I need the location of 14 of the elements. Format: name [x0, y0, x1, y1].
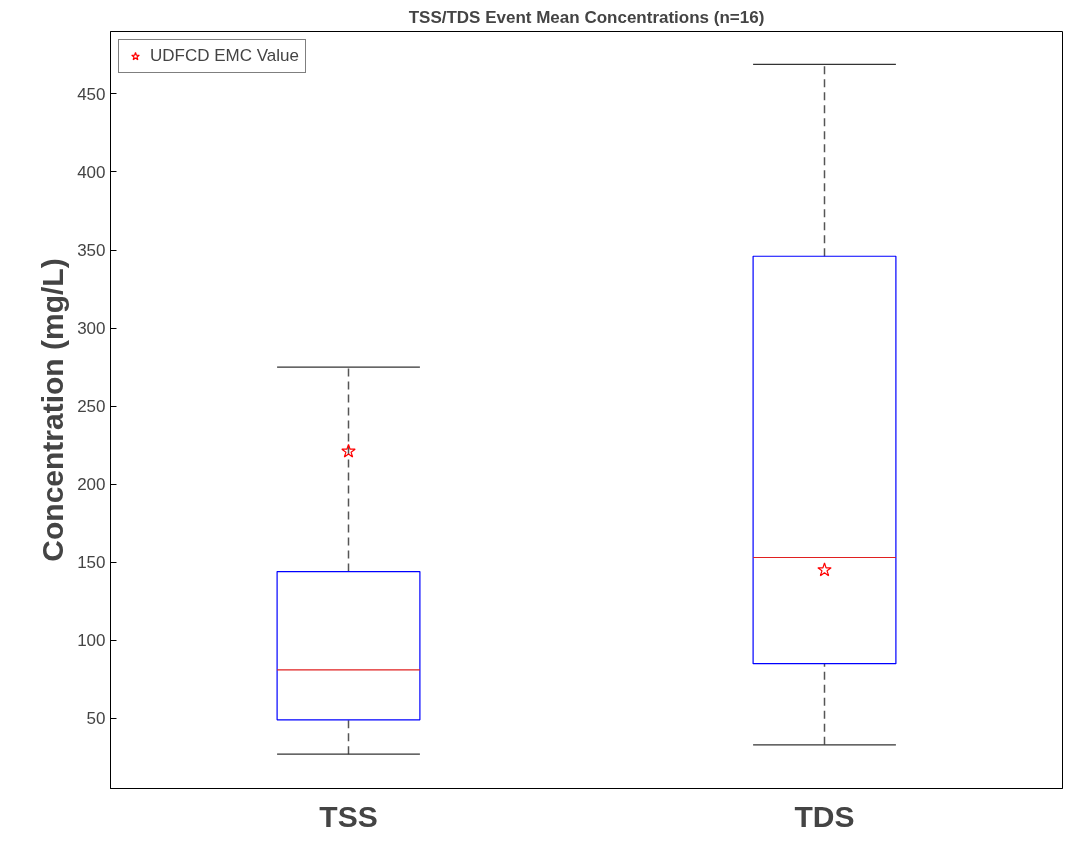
y-tick-label: 250: [77, 397, 106, 417]
y-tick-label: 400: [77, 162, 106, 182]
y-axis-title: Concentration (mg/L): [36, 258, 70, 562]
y-tick-label: 50: [86, 709, 106, 729]
chart-title: TSS/TDS Event Mean Concentrations (n=16): [408, 7, 765, 27]
x-tick-label: TSS: [319, 799, 378, 833]
y-tick-label: 350: [77, 241, 106, 261]
x-tick-label: TDS: [794, 799, 855, 833]
y-tick-label: 200: [77, 475, 106, 495]
y-tick-label: 300: [77, 319, 106, 339]
y-tick-label: 450: [77, 84, 106, 104]
y-tick-label: 100: [77, 631, 106, 651]
legend-label: UDFCD EMC Value: [150, 46, 299, 66]
y-tick-label: 150: [77, 553, 106, 573]
